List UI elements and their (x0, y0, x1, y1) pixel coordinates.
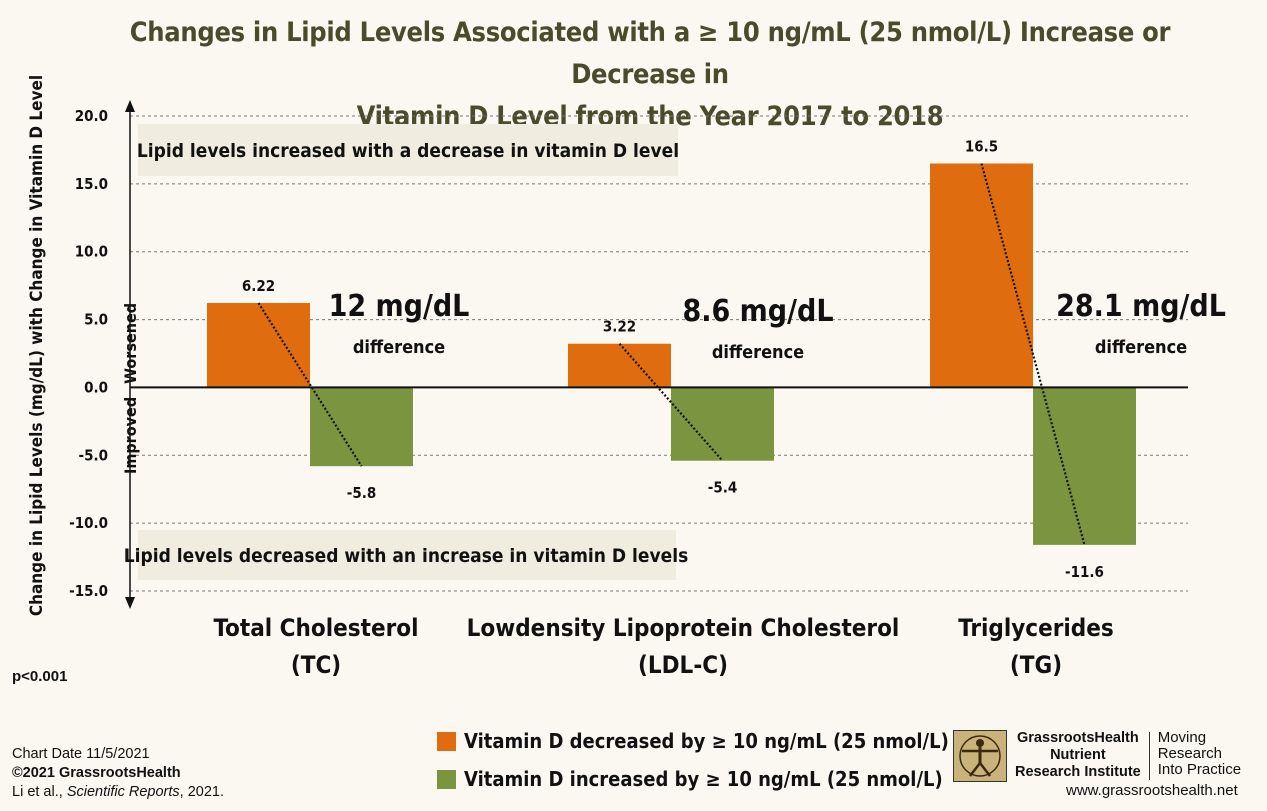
bar-decreased (930, 163, 1033, 388)
logo-name-1: GrassrootsHealth (1017, 730, 1139, 746)
value-label-decreased: 3.22 (603, 318, 636, 336)
legend-label-decreased: Vitamin D decreased by ≥ 10 ng/mL (25 nm… (464, 729, 949, 753)
annotation-bands: Lipid levels increased with a decrease i… (124, 124, 689, 580)
bar-chart: Lipid levels increased with a decrease i… (27, 75, 1226, 680)
citation-year: , 2021. (179, 784, 224, 800)
difference-value: 12 mg/dL (329, 289, 470, 324)
vitruvian-man-icon (953, 730, 1007, 782)
data-labels: 6.22 -5.8 12 mg/dL difference Total Choleste… (214, 138, 1226, 680)
logo: GrassrootsHealth Nutrient Research Insti… (953, 730, 1241, 782)
citation-journal: Scientific Reports (66, 784, 180, 800)
y-tick-label: -10.0 (69, 514, 108, 532)
y-axis-title: Change in Lipid Levels (mg/dL) with Chan… (27, 75, 47, 616)
category-label: Lowdensity Lipoprotein Cholesterol (467, 614, 900, 642)
top-annotation-band (138, 124, 678, 176)
logo-tagline: Moving Research Into Practice (1158, 730, 1241, 778)
bar-increased (671, 387, 774, 461)
bar-decreased (568, 343, 671, 388)
y-tick-label: 20.0 (75, 107, 108, 125)
value-label-increased: -5.8 (347, 484, 377, 502)
logo-name-2: Nutrient (1050, 747, 1106, 763)
value-label-decreased: 16.5 (965, 138, 998, 156)
difference-connector (257, 302, 363, 467)
title-line-1: Changes in Lipid Levels Associated with … (129, 17, 1171, 90)
legend-swatch-increased (437, 769, 456, 789)
y-tick-label: 10.0 (75, 243, 108, 261)
logo-name: GrassrootsHealth Nutrient Research Insti… (1015, 730, 1141, 781)
category-label: Total Cholesterol (214, 614, 419, 642)
y-axis: 20.0 15.0 10.0 5.0 0.0 -5.0 -10.0 -15.0 Worsened… (27, 75, 1188, 616)
logo-tag-3: Into Practice (1157, 761, 1242, 778)
difference-value: 28.1 mg/dL (1056, 289, 1226, 324)
chart-date: Chart Date 11/5/2021 (12, 746, 150, 762)
y-tick-label: 5.0 (84, 311, 108, 329)
bar-increased (1033, 387, 1136, 545)
logo-divider (1148, 732, 1150, 780)
bar-decreased (207, 303, 310, 388)
difference-word: difference (712, 342, 804, 363)
value-label-increased: -5.4 (708, 479, 738, 497)
footer-credits: Chart Date 11/5/2021 ©2021 GrassrootsHea… (12, 745, 224, 802)
citation: Li et al., Scientific Reports, 2021. (12, 783, 224, 802)
bottom-annotation-band (138, 530, 676, 580)
y-axis-arrow-up (125, 100, 135, 112)
legend-item-decreased: Vitamin D decreased by ≥ 10 ng/mL (25 nm… (437, 722, 949, 760)
citation-authors: Li et al., (12, 784, 67, 800)
difference-value: 8.6 mg/dL (682, 294, 833, 329)
logo-name-3: Research Institute (1015, 764, 1141, 780)
difference-word: difference (1095, 337, 1187, 358)
improved-label: Improved (121, 397, 140, 474)
y-tick-label: -15.0 (69, 582, 108, 600)
y-axis-arrow-down (125, 597, 135, 609)
y-tick-label: 0.0 (84, 378, 108, 396)
legend-swatch-decreased (437, 731, 456, 751)
bottom-annotation-text: Lipid levels decreased with an increase … (124, 545, 689, 567)
category-label-abbr: (LDL-C) (638, 651, 728, 679)
legend-label-increased: Vitamin D increased by ≥ 10 ng/mL (25 nm… (464, 767, 943, 791)
bar-increased (310, 387, 413, 467)
difference-connector (980, 163, 1086, 546)
logo-tag-2: Research (1157, 745, 1222, 762)
copyright: ©2021 GrassrootsHealth (12, 765, 181, 781)
legend: Vitamin D decreased by ≥ 10 ng/mL (25 nm… (437, 722, 949, 798)
website-url: www.grassrootshealth.net (1066, 782, 1238, 799)
worsened-label: Worsened (121, 303, 140, 384)
p-value: p<0.001 (12, 668, 68, 685)
category-label-abbr: (TC) (291, 651, 341, 679)
value-label-decreased: 6.22 (242, 277, 275, 295)
difference-word: difference (353, 337, 445, 358)
y-tick-label: 15.0 (75, 175, 108, 193)
bars (207, 163, 1136, 546)
y-tick-label: -5.0 (78, 446, 108, 464)
difference-connector (618, 343, 724, 462)
legend-item-increased: Vitamin D increased by ≥ 10 ng/mL (25 nm… (437, 760, 949, 798)
logo-tag-1: Moving (1157, 729, 1207, 746)
top-annotation-text: Lipid levels increased with a decrease i… (137, 140, 679, 162)
category-label: Triglycerides (958, 614, 1114, 642)
category-label-abbr: (TG) (1010, 651, 1062, 679)
value-label-increased: -11.6 (1065, 563, 1104, 581)
